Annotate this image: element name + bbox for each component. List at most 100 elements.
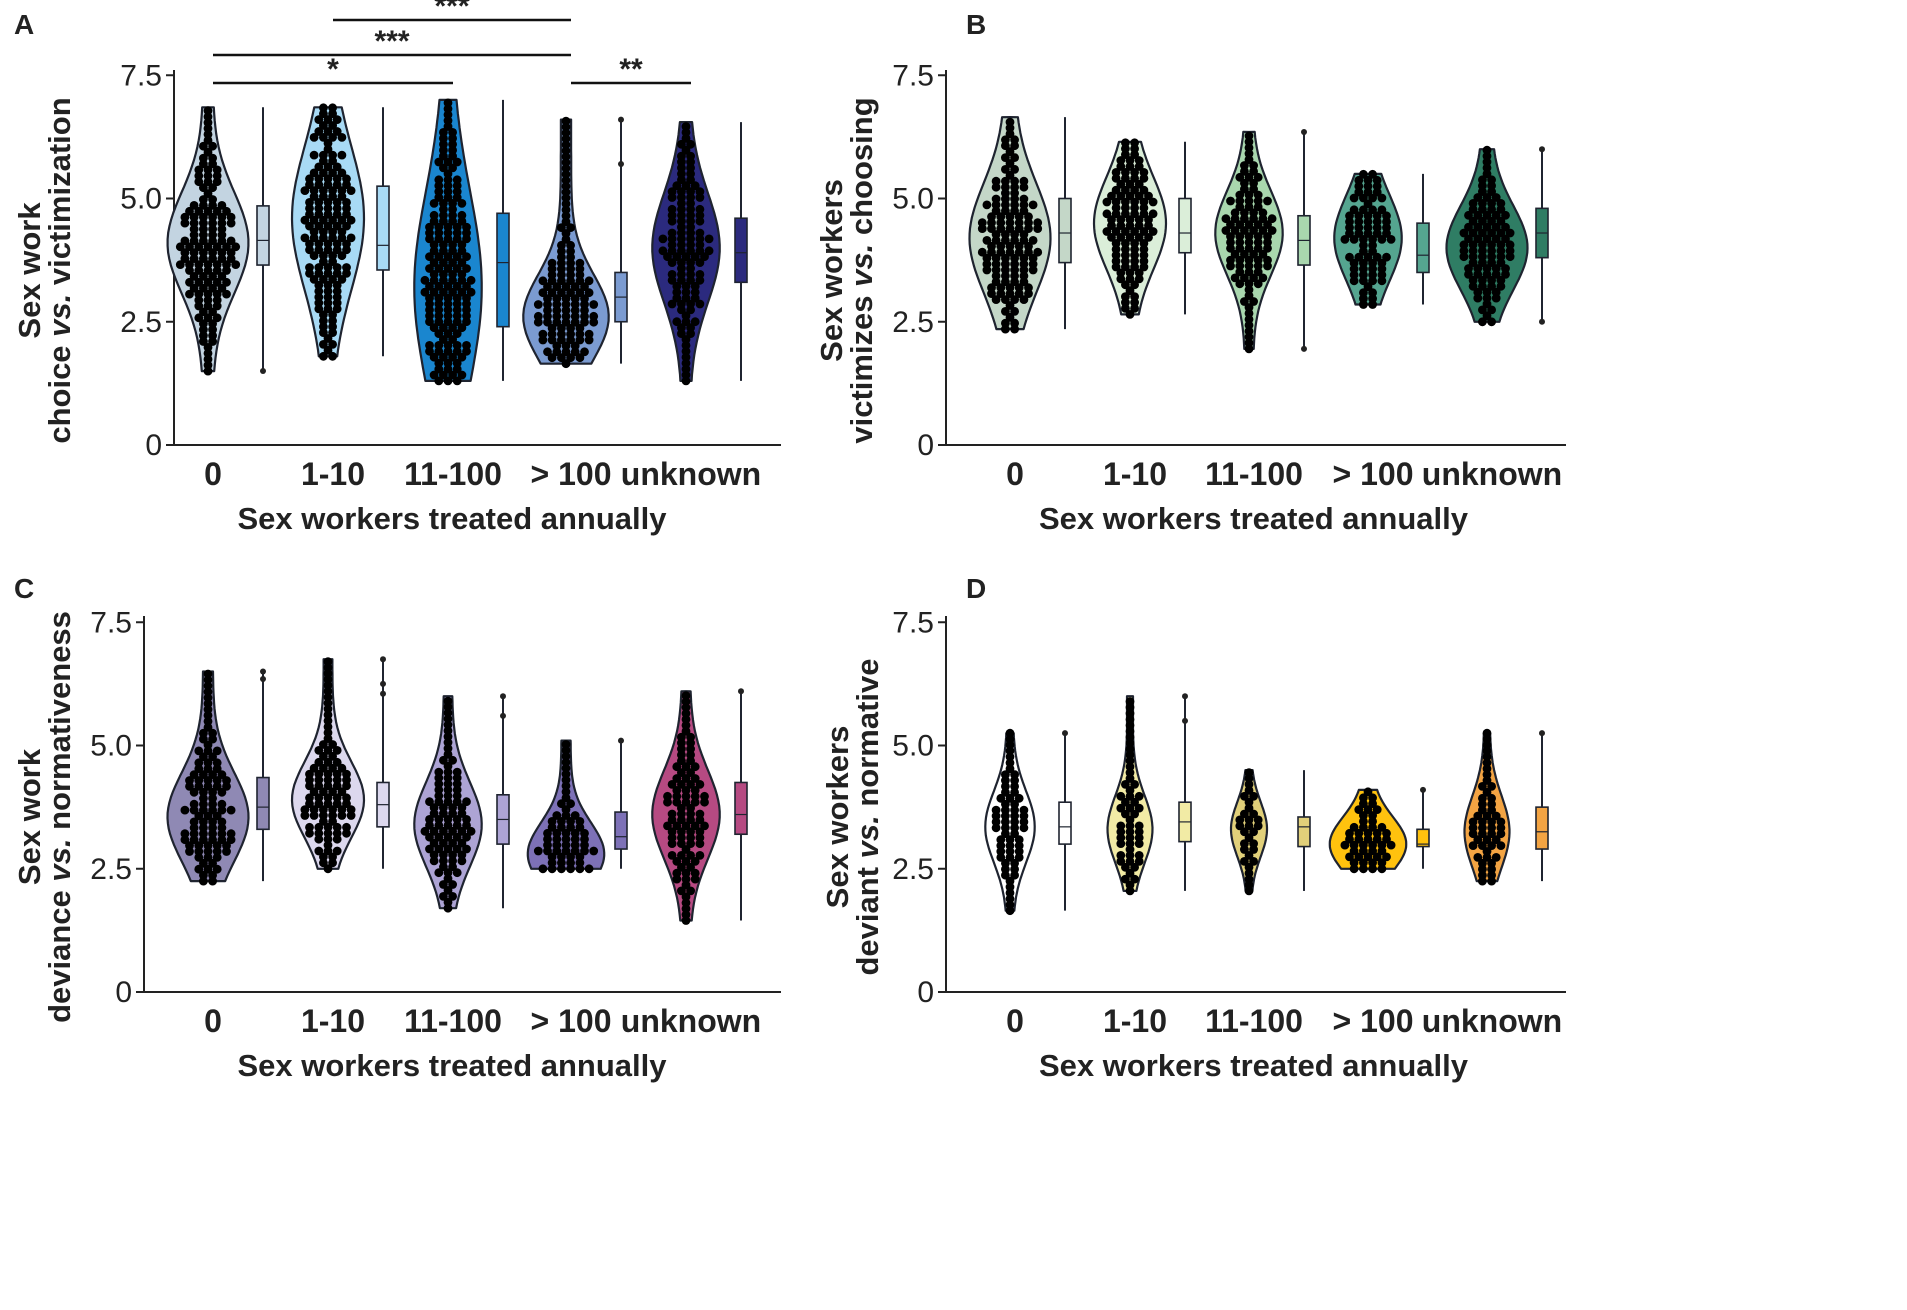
data-point: [457, 850, 467, 860]
data-point: [319, 227, 328, 237]
y-axis-title-line1: Sex work: [12, 202, 47, 339]
data-point: [543, 282, 552, 292]
significance-label: **: [619, 53, 643, 86]
data-point: [566, 288, 575, 298]
data-point: [457, 287, 467, 297]
data-point: [566, 799, 575, 809]
x-tick-label: 11-100: [404, 456, 502, 492]
data-point: [695, 187, 705, 197]
data-point: [982, 236, 992, 245]
data-point: [1473, 287, 1483, 297]
data-point: [319, 150, 328, 160]
data-point: [1478, 858, 1487, 868]
data-point: [566, 353, 575, 363]
data-point: [1244, 172, 1254, 182]
data-point: [448, 270, 457, 279]
data-point: [575, 852, 585, 862]
data-point: [547, 353, 557, 363]
data-point: [1230, 226, 1240, 235]
data-point: [342, 239, 351, 249]
outlier-point: [1420, 786, 1426, 793]
data-point: [439, 370, 448, 380]
data-point: [448, 850, 457, 860]
data-point: [222, 776, 231, 785]
x-tick-label: > 100: [1333, 1003, 1414, 1039]
data-point: [1505, 240, 1515, 250]
data-point: [1244, 232, 1254, 241]
data-point: [300, 215, 310, 225]
data-point: [332, 846, 342, 856]
data-point: [425, 797, 434, 807]
data-point: [667, 299, 677, 309]
data-point: [1005, 301, 1015, 310]
data-point: [677, 151, 686, 161]
data-point: [1014, 283, 1024, 293]
data-point: [448, 199, 457, 208]
data-point: [677, 139, 686, 149]
data-point: [686, 151, 695, 161]
data-point: [323, 769, 333, 779]
y-axis-title-part: deviant: [850, 858, 885, 975]
data-point: [452, 281, 462, 291]
data-point: [1478, 305, 1487, 315]
data-point: [672, 821, 682, 831]
data-point: [217, 212, 227, 222]
data-point: [681, 892, 691, 902]
data-point: [337, 186, 347, 196]
data-point: [212, 776, 222, 785]
data-point: [319, 251, 328, 261]
data-point: [1473, 811, 1483, 821]
data-point: [332, 769, 342, 779]
data-point: [203, 277, 213, 287]
data-point: [547, 817, 557, 826]
data-point: [695, 851, 705, 860]
data-point: [1345, 211, 1354, 221]
data-point: [681, 252, 691, 262]
data-point: [1363, 282, 1373, 292]
data-point: [1349, 840, 1359, 850]
data-point: [1111, 197, 1121, 207]
data-point: [425, 264, 434, 273]
outlier-point: [1301, 345, 1307, 352]
outlier-point: [1182, 717, 1188, 724]
x-tick-label: unknown: [621, 456, 761, 492]
y-axis-title-part: normative: [850, 658, 885, 815]
data-point: [203, 289, 213, 299]
data-point: [222, 841, 231, 850]
data-point: [672, 868, 682, 878]
data-point: [1244, 220, 1254, 230]
data-point: [425, 844, 434, 854]
data-point: [1125, 310, 1135, 319]
data-point: [543, 347, 552, 357]
data-point: [1459, 228, 1469, 238]
data-point: [319, 133, 328, 142]
data-point: [1478, 841, 1487, 850]
data-point: [203, 106, 213, 116]
data-point: [690, 181, 700, 191]
data-point: [552, 828, 562, 838]
data-point: [1125, 880, 1135, 890]
y-axis-title-line2: deviant vs. normative: [850, 658, 885, 975]
data-point: [1482, 311, 1492, 321]
data-point: [1014, 241, 1024, 251]
data-point: [681, 311, 691, 321]
data-point: [575, 817, 585, 826]
data-point: [552, 341, 562, 351]
outlier-point: [1301, 128, 1307, 135]
data-point: [212, 277, 222, 287]
data-point: [1478, 199, 1487, 208]
data-point: [1001, 230, 1010, 239]
data-point: [991, 194, 1001, 204]
data-point: [987, 241, 996, 251]
data-point: [342, 221, 351, 231]
data-point: [589, 311, 599, 321]
y-tick-label: 7.5: [90, 606, 132, 639]
data-point: [452, 222, 462, 232]
data-point: [443, 868, 453, 878]
data-point: [1240, 791, 1249, 801]
data-point: [667, 780, 677, 789]
data-point: [1349, 822, 1359, 832]
data-point: [547, 323, 557, 333]
data-point: [1028, 236, 1038, 245]
data-point: [1116, 179, 1126, 189]
